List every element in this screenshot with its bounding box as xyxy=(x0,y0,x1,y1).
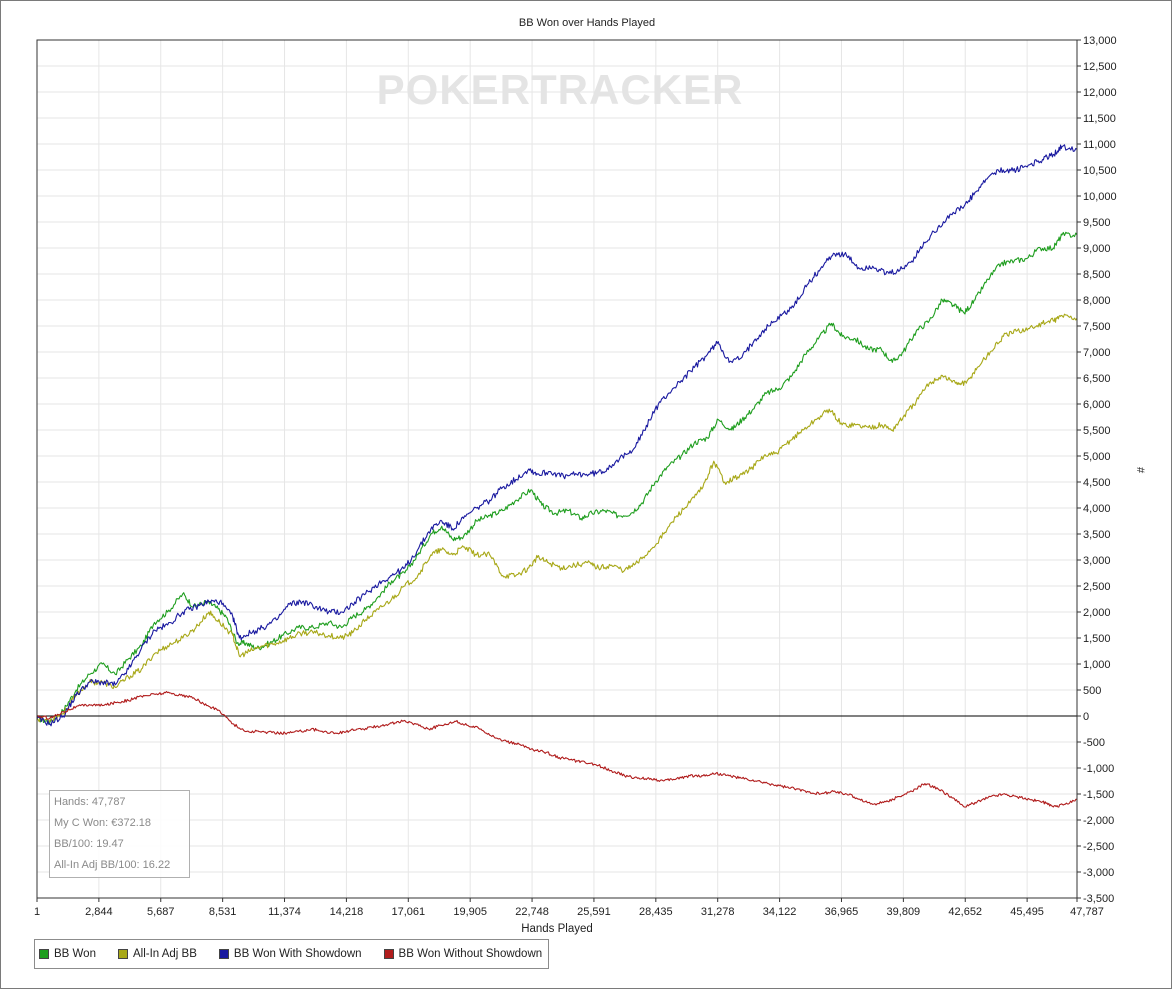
y-tick-label: 7,500 xyxy=(1083,321,1111,333)
y-tick-label: 6,500 xyxy=(1083,373,1111,385)
x-tick-label: 42,652 xyxy=(948,906,982,918)
x-tick-label: 19,905 xyxy=(453,906,487,918)
x-tick-label: 5,687 xyxy=(147,906,175,918)
y-tick-label: -1,500 xyxy=(1083,789,1114,801)
x-tick-label: 1 xyxy=(34,906,40,918)
y-tick-label: 8,000 xyxy=(1083,295,1111,307)
y-tick-label: 2,500 xyxy=(1083,581,1111,593)
stats-box: Hands: 47,787 My C Won: €372.18 BB/100: … xyxy=(49,790,190,878)
y-tick-label: 6,000 xyxy=(1083,399,1111,411)
x-axis-label: Hands Played xyxy=(521,923,593,935)
x-tick-label: 34,122 xyxy=(763,906,797,918)
y-tick-label: 3,500 xyxy=(1083,529,1111,541)
y-tick-label: 13,000 xyxy=(1083,35,1117,47)
legend-label: BB Won xyxy=(54,948,96,960)
x-tick-label: 45,495 xyxy=(1010,906,1044,918)
watermark: POKERTRACKER xyxy=(377,66,744,113)
plot-area xyxy=(36,39,1078,899)
x-tick-label: 25,591 xyxy=(577,906,611,918)
legend-label: BB Won Without Showdown xyxy=(398,948,543,960)
legend: BB Won All-In Adj BB BB Won With Showdow… xyxy=(34,939,550,969)
chart-title: BB Won over Hands Played xyxy=(519,17,655,29)
y-tick-label: 1,000 xyxy=(1083,659,1111,671)
x-tick-label: 2,844 xyxy=(85,906,113,918)
series-line-all-in-adj-bb xyxy=(36,313,1078,723)
y-tick-label: -500 xyxy=(1083,737,1105,749)
stat-bb-per-100: BB/100: 19.47 xyxy=(54,838,124,850)
y-tick-label: 11,500 xyxy=(1083,113,1116,125)
y-tick-label: 10,500 xyxy=(1083,165,1117,177)
stat-money-won: My C Won: €372.18 xyxy=(54,817,152,829)
y-tick-label: -3,500 xyxy=(1083,893,1114,905)
y-tick-label: 8,500 xyxy=(1083,269,1111,281)
series-line-bb-won-without-showdown xyxy=(36,690,1078,808)
series-line-bb-won xyxy=(36,231,1078,725)
y-tick-label: 12,500 xyxy=(1083,61,1117,73)
x-tick-label: 8,531 xyxy=(209,906,237,918)
y-tick-label: 11,000 xyxy=(1083,139,1116,151)
y-tick-label: 1,500 xyxy=(1083,633,1111,645)
x-tick-label: 47,787 xyxy=(1070,906,1104,918)
x-tick-label: 17,061 xyxy=(391,906,425,918)
legend-swatch xyxy=(383,949,394,959)
x-tick-label: 14,218 xyxy=(330,906,364,918)
y-tick-label: -2,000 xyxy=(1083,815,1114,827)
y-tick-label: 0 xyxy=(1083,711,1089,723)
stat-allin-adj-bb-per-100: All-In Adj BB/100: 16.22 xyxy=(54,859,171,871)
legend-label: BB Won With Showdown xyxy=(233,948,362,960)
legend-item-bb-won-without-showdown[interactable]: BB Won Without Showdown xyxy=(383,948,543,960)
y-tick-label: -1,000 xyxy=(1083,763,1114,775)
y-tick-label: 9,000 xyxy=(1083,243,1111,255)
x-tick-label: 31,278 xyxy=(701,906,735,918)
y-tick-label: 9,500 xyxy=(1083,217,1111,229)
grid xyxy=(36,39,1078,899)
x-tick-label: 11,374 xyxy=(268,906,301,918)
y-tick-label: 500 xyxy=(1083,685,1101,697)
x-tick-label: 28,435 xyxy=(639,906,673,918)
x-tick-label: 36,965 xyxy=(825,906,859,918)
y-tick-label: -2,500 xyxy=(1083,841,1114,853)
y-tick-label: 2,000 xyxy=(1083,607,1111,619)
y-tick-label: 12,000 xyxy=(1083,87,1117,99)
y-tick-label: -3,000 xyxy=(1083,867,1114,879)
stat-hands: Hands: 47,787 xyxy=(54,796,126,808)
y-tick-label: 4,000 xyxy=(1083,503,1111,515)
y-tick-label: 5,500 xyxy=(1083,425,1111,437)
series-line-bb-won-with-showdown xyxy=(36,144,1078,727)
y-axis-label: # xyxy=(1134,467,1146,474)
legend-item-all-in-adj-bb[interactable]: All-In Adj BB xyxy=(117,948,197,960)
x-tick-label: 22,748 xyxy=(515,906,549,918)
x-tick-label: 39,809 xyxy=(887,906,921,918)
y-tick-label: 7,000 xyxy=(1083,347,1111,359)
y-tick-label: 4,500 xyxy=(1083,477,1111,489)
legend-swatch xyxy=(117,949,128,959)
y-tick-label: 5,000 xyxy=(1083,451,1111,463)
legend-swatch xyxy=(218,949,229,959)
y-tick-label: 3,000 xyxy=(1083,555,1111,567)
y-tick-label: 10,000 xyxy=(1083,191,1117,203)
series-lines xyxy=(36,144,1078,808)
axes: 13,00012,50012,00011,50011,00010,50010,0… xyxy=(34,35,1117,918)
legend-swatch xyxy=(39,949,49,959)
legend-item-bb-won[interactable]: BB Won xyxy=(39,948,96,960)
legend-label: All-In Adj BB xyxy=(132,948,197,960)
legend-item-bb-won-with-showdown[interactable]: BB Won With Showdown xyxy=(218,948,362,960)
